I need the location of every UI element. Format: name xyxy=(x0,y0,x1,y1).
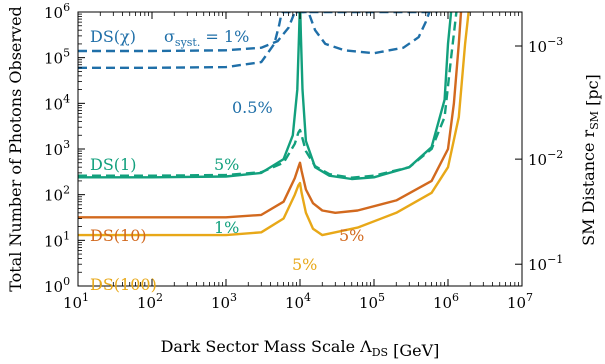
y-axis-title: Total Number of Photons Observed xyxy=(6,6,25,292)
series-label-ds-1: DS(1) xyxy=(90,155,136,174)
annotation-ds10-5-percent: 5% xyxy=(339,226,364,245)
y-tick-label: 100 xyxy=(44,275,70,296)
series-line-3 xyxy=(78,12,453,181)
y2-tick-label: 10−1 xyxy=(528,253,563,274)
annotation-sigma-syst: σsyst. = 1% xyxy=(164,27,249,49)
ticks-layer xyxy=(77,11,523,287)
y-tick-label: 102 xyxy=(44,184,70,205)
x-tick-label: 104 xyxy=(285,291,311,312)
x-tick-label: 101 xyxy=(63,291,89,312)
x-tick-label: 102 xyxy=(137,291,163,312)
series-label-ds-10: DS(10) xyxy=(90,226,147,245)
series-line-0 xyxy=(78,12,431,55)
x-axis-title: Dark Sector Mass Scale ΛDS [GeV] xyxy=(161,337,440,360)
y2-axis-title: SM Distance rSM [pc] xyxy=(579,74,602,246)
y-tick-label: 104 xyxy=(44,92,70,113)
x-tick-label: 103 xyxy=(211,291,237,312)
axis-titles: Dark Sector Mass Scale ΛDS [GeV] Total Nu… xyxy=(6,6,602,360)
series-label-ds-chi: DS(χ) xyxy=(90,27,136,46)
series-line-5 xyxy=(78,12,470,237)
x-tick-label: 107 xyxy=(507,291,533,312)
x-tick-label: 106 xyxy=(433,291,459,312)
annotation-ds1-5-percent: 5% xyxy=(214,155,239,174)
y2-tick-label: 10−3 xyxy=(528,35,563,56)
series-line-1 xyxy=(78,12,438,70)
labels-layer: 101 102 103 104 105 106 1071001011021031041051… xyxy=(44,1,563,312)
series-line-4 xyxy=(78,12,463,219)
y-tick-label: 106 xyxy=(44,1,70,22)
annotation-0p5-percent: 0.5% xyxy=(232,98,273,117)
x-tick-label: 105 xyxy=(359,291,385,312)
y2-tick-label: 10−2 xyxy=(528,148,563,169)
annotation-ds100-5-percent: 5% xyxy=(292,255,317,274)
y-tick-label: 101 xyxy=(44,229,70,250)
series-label-ds-100: DS(100) xyxy=(90,275,157,294)
y-tick-label: 103 xyxy=(44,138,70,159)
annotation-ds1-1-percent: 1% xyxy=(214,218,239,237)
series-layer xyxy=(78,12,470,237)
y-tick-label: 105 xyxy=(44,47,70,68)
